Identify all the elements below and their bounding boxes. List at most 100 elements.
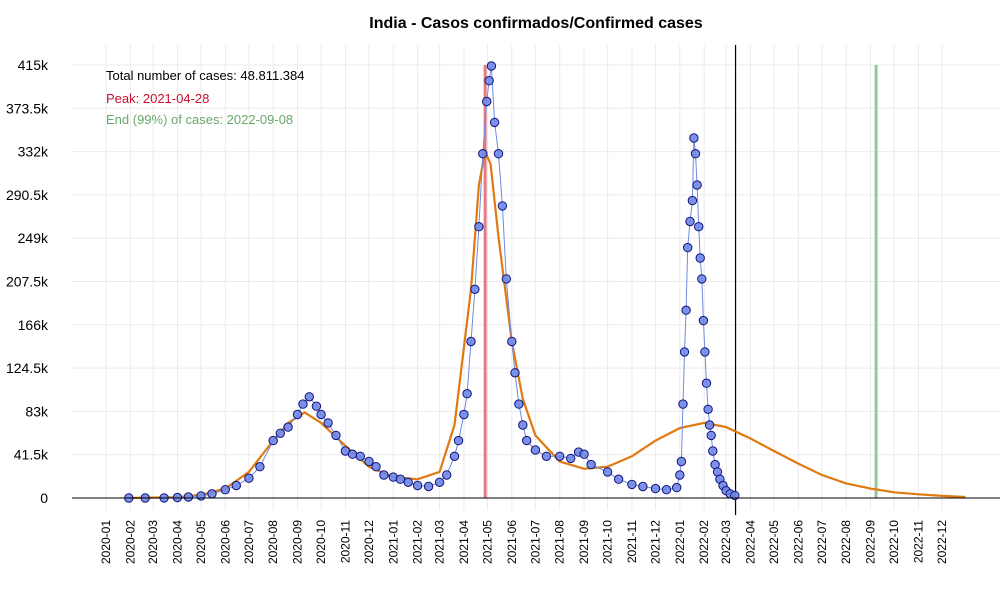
x-tick-label: 2021-01 (386, 520, 400, 564)
data-point (304, 392, 314, 402)
y-tick-label: 41.5k (14, 447, 49, 463)
data-point (708, 446, 718, 456)
x-tick-label: 2022-03 (719, 520, 733, 564)
data-point (484, 76, 494, 86)
grid-lines (72, 45, 1000, 510)
x-tick-label: 2020-07 (242, 520, 256, 564)
data-point (462, 389, 472, 399)
data-point (678, 399, 688, 409)
data-point (275, 428, 285, 438)
data-point (627, 479, 637, 490)
x-tick-labels: 2020-01 2020-02 2020-03 2020-04 2020-05 2020-… (99, 520, 949, 564)
data-point (501, 274, 511, 284)
data-point (395, 474, 406, 484)
data-point (730, 490, 740, 501)
data-point (466, 336, 476, 347)
data-point (706, 430, 716, 441)
x-tick-label: 2022-07 (815, 520, 829, 564)
data-point (489, 117, 500, 128)
data-point (566, 453, 576, 464)
peak-annotation: Peak: 2021-04-28 (106, 91, 209, 106)
x-tick-label: 2022-12 (935, 520, 949, 564)
data-point (683, 242, 693, 253)
data-point (316, 409, 326, 420)
data-point (510, 368, 520, 378)
x-tick-label: 2021-05 (480, 520, 494, 564)
data-point (355, 451, 365, 461)
data-point (347, 449, 358, 459)
x-tick-label: 2021-02 (411, 520, 425, 564)
data-point (403, 477, 413, 487)
x-tick-label: 2021-09 (577, 520, 591, 564)
x-tick-label: 2022-05 (767, 520, 781, 564)
y-tick-label: 415k (18, 57, 49, 73)
x-tick-label: 2020-02 (123, 520, 137, 564)
data-point (196, 491, 206, 501)
x-tick-label: 2022-08 (839, 520, 853, 564)
y-tick-label: 290.5k (6, 187, 49, 203)
data-point (675, 470, 685, 480)
data-point (522, 435, 532, 446)
x-tick-label: 2020-11 (338, 520, 352, 563)
y-tick-label: 124.5k (6, 360, 49, 376)
data-point (681, 305, 691, 315)
chart-title: India - Casos confirmados/Confirmed case… (369, 15, 703, 32)
data-point (268, 435, 278, 446)
data-point (459, 409, 469, 420)
data-point (698, 315, 709, 326)
data-point (694, 222, 704, 232)
data-point (704, 420, 715, 430)
data-point (482, 96, 492, 107)
data-point (470, 284, 480, 294)
data-point (689, 133, 699, 143)
data-point (579, 449, 589, 459)
data-point (602, 467, 613, 477)
data-point (555, 451, 565, 461)
data-point (453, 435, 464, 446)
data-point (514, 399, 524, 409)
data-point (687, 195, 698, 206)
x-tick-label: 2020-01 (99, 520, 113, 564)
data-point (530, 445, 541, 455)
reference-lines (483, 45, 878, 515)
x-tick-label: 2022-11 (911, 520, 925, 563)
data-point (183, 492, 194, 502)
data-point (676, 456, 687, 467)
x-tick-label: 2020-04 (170, 520, 184, 564)
data-point (541, 451, 552, 461)
y-tick-label: 0 (40, 490, 48, 506)
data-point (434, 477, 445, 487)
data-point (231, 480, 242, 491)
x-tick-label: 2021-03 (433, 520, 447, 564)
data-point (486, 61, 497, 71)
data-point (283, 422, 293, 432)
end-annotation: End (99%) of cases: 2022-09-08 (106, 112, 293, 127)
data-point (311, 401, 322, 411)
data-point (331, 430, 341, 441)
x-tick-label: 2021-08 (553, 520, 567, 564)
data-point (255, 462, 265, 472)
data-point (672, 482, 682, 493)
data-point (613, 474, 624, 484)
data-point (701, 378, 712, 388)
x-tick-label: 2020-10 (314, 520, 328, 564)
y-tick-label: 166k (18, 317, 49, 333)
data-point (412, 480, 423, 491)
data-point (497, 201, 508, 211)
data-point (379, 470, 389, 480)
x-tick-label: 2022-09 (864, 520, 878, 564)
x-tick-label: 2021-04 (457, 520, 471, 564)
data-point (685, 216, 695, 227)
data-point (449, 451, 460, 461)
observed-series-layer (124, 61, 740, 503)
data-point (703, 404, 713, 414)
data-point (692, 180, 702, 190)
x-tick-label: 2021-10 (601, 520, 615, 564)
x-tick-label: 2022-10 (887, 520, 901, 564)
data-point (442, 470, 452, 480)
data-point (700, 347, 710, 357)
data-point (679, 347, 690, 357)
data-point (697, 274, 707, 284)
y-tick-label: 83k (25, 403, 49, 419)
